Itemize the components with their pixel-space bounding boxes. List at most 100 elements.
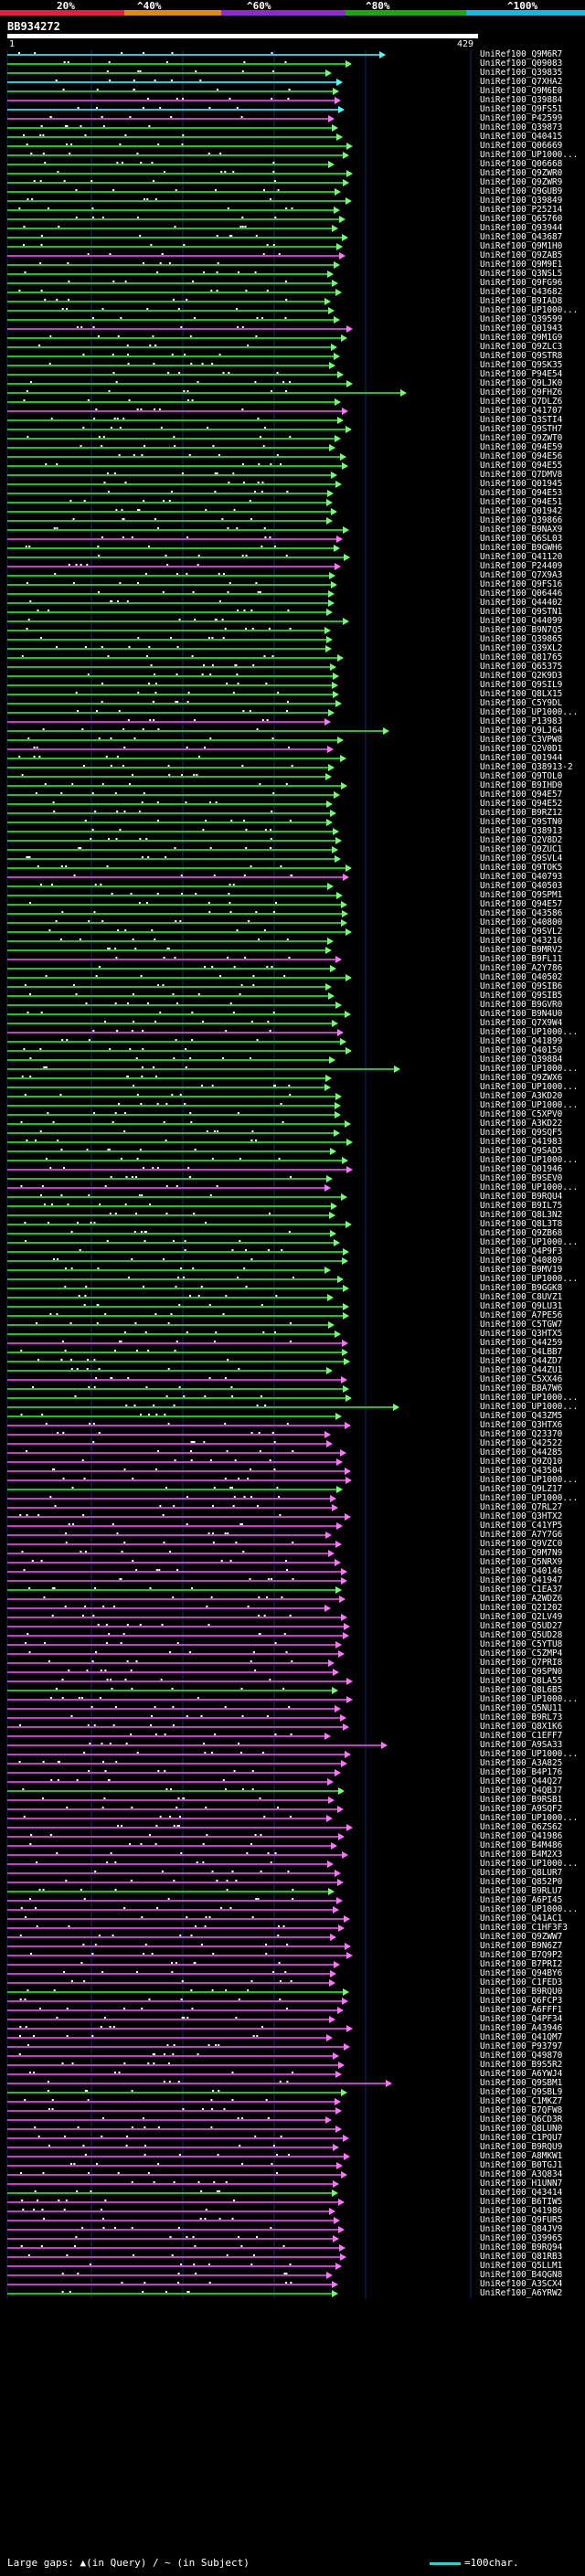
- hit-label[interactable]: UniRef100_Q8L3T8: [480, 1219, 563, 1229]
- hit-label[interactable]: UniRef100_Q44ZU1: [480, 1365, 563, 1375]
- hit-label[interactable]: UniRef100_Q39884: [480, 95, 563, 105]
- hit-label[interactable]: UniRef100_Q9LJK0: [480, 378, 563, 388]
- hit-label[interactable]: UniRef100_B9GGK8: [480, 1283, 563, 1293]
- hit-label[interactable]: UniRef100_Q9SPN0: [480, 1667, 563, 1677]
- hit-label[interactable]: UniRef100_Q43687: [480, 232, 563, 242]
- hit-label[interactable]: UniRef100_Q9SK35: [480, 360, 563, 370]
- hit-label[interactable]: UniRef100_Q9TOL0: [480, 771, 563, 781]
- hit-label[interactable]: UniRef100_Q5UD28: [480, 1630, 563, 1640]
- hit-label[interactable]: UniRef100_C1MKZ7: [480, 2096, 563, 2106]
- hit-label[interactable]: UniRef100_B9MV19: [480, 1265, 563, 1275]
- hit-label[interactable]: UniRef100_Q39965: [480, 2233, 563, 2243]
- hit-label[interactable]: UniRef100_Q94BY6: [480, 1968, 563, 1978]
- hit-label[interactable]: UniRef100_B9IHD0: [480, 780, 563, 790]
- hit-label[interactable]: UniRef100_Q38913-2: [480, 762, 573, 772]
- hit-label[interactable]: UniRef100_Q40415: [480, 132, 563, 142]
- hit-label[interactable]: UniRef100_B9FL11: [480, 954, 563, 964]
- hit-label[interactable]: UniRef100_UP1000...: [480, 1064, 579, 1074]
- hit-label[interactable]: UniRef100_A3SCX4: [480, 2279, 563, 2289]
- hit-label[interactable]: UniRef100_A6YWJ4: [480, 2069, 563, 2079]
- hit-label[interactable]: UniRef100_Q852P0: [480, 1877, 563, 1887]
- hit-label[interactable]: UniRef100_Q44285: [480, 1447, 563, 1458]
- hit-label[interactable]: UniRef100_A7Y7G6: [480, 1530, 563, 1540]
- hit-label[interactable]: UniRef100_B6TIW5: [480, 2197, 563, 2207]
- hit-label[interactable]: UniRef100_P24409: [480, 561, 563, 571]
- hit-label[interactable]: UniRef100_Q01946: [480, 1164, 563, 1174]
- hit-label[interactable]: UniRef100_Q65760: [480, 214, 563, 224]
- hit-label[interactable]: UniRef100_UP1000...: [480, 1274, 579, 1284]
- hit-label[interactable]: UniRef100_UP1000...: [480, 1082, 579, 1092]
- hit-label[interactable]: UniRef100_A6YRW2: [480, 2288, 563, 2298]
- hit-label[interactable]: UniRef100_Q43586: [480, 908, 563, 918]
- hit-label[interactable]: UniRef100_P42599: [480, 113, 563, 123]
- hit-label[interactable]: UniRef100_Q43ZM5: [480, 1411, 563, 1421]
- hit-label[interactable]: UniRef100_Q7X9W4: [480, 1018, 563, 1028]
- hit-label[interactable]: UniRef100_Q94E59: [480, 442, 563, 452]
- hit-label[interactable]: UniRef100_Q06668: [480, 159, 563, 169]
- hit-label[interactable]: UniRef100_Q9ZWT0: [480, 433, 563, 443]
- hit-label[interactable]: UniRef100_UP1000...: [480, 1182, 579, 1193]
- hit-label[interactable]: UniRef100_Q01945: [480, 479, 563, 489]
- hit-label[interactable]: UniRef100_Q3HTX6: [480, 1420, 563, 1430]
- hit-label[interactable]: UniRef100_Q9SBM1: [480, 2078, 563, 2088]
- hit-label[interactable]: UniRef100_Q01943: [480, 323, 563, 334]
- hit-label[interactable]: UniRef100_B9RL73: [480, 1712, 563, 1723]
- hit-label[interactable]: UniRef100_B9RQ94: [480, 2242, 563, 2253]
- hit-label[interactable]: UniRef100_C41YP5: [480, 1521, 563, 1531]
- hit-label[interactable]: UniRef100_Q43216: [480, 936, 563, 946]
- hit-label[interactable]: UniRef100_B9RSB1: [480, 1795, 563, 1805]
- hit-label[interactable]: UniRef100_Q40502: [480, 972, 563, 982]
- hit-label[interactable]: UniRef100_A3A825: [480, 1758, 563, 1768]
- hit-label[interactable]: UniRef100_Q2V0D1: [480, 744, 563, 754]
- hit-label[interactable]: UniRef100_UP1000...: [480, 1402, 579, 1412]
- hit-label[interactable]: UniRef100_Q9LU31: [480, 1301, 563, 1311]
- hit-label[interactable]: UniRef100_Q93944: [480, 223, 563, 233]
- hit-label[interactable]: UniRef100_Q06669: [480, 141, 563, 151]
- hit-label[interactable]: UniRef100_Q9TOK5: [480, 863, 563, 873]
- hit-label[interactable]: UniRef100_Q8L3N2: [480, 1210, 563, 1220]
- hit-label[interactable]: UniRef100_Q8LA55: [480, 1676, 563, 1686]
- hit-label[interactable]: UniRef100_Q6ZS62: [480, 1822, 563, 1832]
- hit-label[interactable]: UniRef100_B9S5R2: [480, 2060, 563, 2070]
- hit-label[interactable]: UniRef100_Q41120: [480, 552, 563, 562]
- hit-label[interactable]: UniRef100_Q4LBB7: [480, 1347, 563, 1357]
- hit-label[interactable]: UniRef100_Q43682: [480, 287, 563, 297]
- hit-label[interactable]: UniRef100_Q44Q27: [480, 1776, 563, 1786]
- hit-label[interactable]: UniRef100_B4QGN8: [480, 2270, 563, 2280]
- hit-label[interactable]: UniRef100_P94E54: [480, 369, 563, 379]
- hit-label[interactable]: UniRef100_B0TGJ1: [480, 2160, 563, 2170]
- hit-label[interactable]: UniRef100_C8UVZ1: [480, 1292, 563, 1302]
- hit-label[interactable]: UniRef100_Q4PF34: [480, 2014, 563, 2024]
- hit-label[interactable]: UniRef100_Q3HTX2: [480, 1511, 563, 1521]
- hit-label[interactable]: UniRef100_Q2LV49: [480, 1612, 563, 1622]
- hit-label[interactable]: UniRef100_C1PQU7: [480, 2133, 563, 2143]
- hit-label[interactable]: UniRef100_A9SQF2: [480, 1804, 563, 1814]
- hit-label[interactable]: UniRef100_Q9M9E1: [480, 260, 563, 270]
- hit-label[interactable]: UniRef100_A9SA33: [480, 1740, 563, 1750]
- hit-label[interactable]: UniRef100_B4M486: [480, 1840, 563, 1850]
- hit-label[interactable]: UniRef100_C1HF3F3: [480, 1923, 568, 1933]
- hit-label[interactable]: UniRef100_C5ZMP4: [480, 1648, 563, 1659]
- hit-label[interactable]: UniRef100_Q81RB3: [480, 2252, 563, 2262]
- hit-label[interactable]: UniRef100_UP1000...: [480, 1904, 579, 1914]
- hit-label[interactable]: UniRef100_Q39866: [480, 515, 563, 525]
- hit-label[interactable]: UniRef100_Q8L6B5: [480, 1685, 563, 1695]
- hit-label[interactable]: UniRef100_Q5NRX9: [480, 1557, 563, 1567]
- hit-label[interactable]: UniRef100_Q9SPM1: [480, 890, 563, 900]
- hit-label[interactable]: UniRef100_B9RLU7: [480, 1886, 563, 1896]
- hit-label[interactable]: UniRef100_Q7RL27: [480, 1502, 563, 1512]
- hit-label[interactable]: UniRef100_UP1000...: [480, 1100, 579, 1110]
- hit-label[interactable]: UniRef100_A43946: [480, 2023, 563, 2033]
- hit-label[interactable]: UniRef100_Q9LJ64: [480, 726, 563, 736]
- hit-label[interactable]: UniRef100_Q2V8D2: [480, 835, 563, 845]
- hit-label[interactable]: UniRef100_B9IL75: [480, 1201, 563, 1211]
- hit-label[interactable]: UniRef100_Q39865: [480, 634, 563, 644]
- hit-label[interactable]: UniRef100_Q9SQF5: [480, 1128, 563, 1138]
- hit-label[interactable]: UniRef100_Q9STN1: [480, 607, 563, 617]
- hit-label[interactable]: UniRef100_Q40793: [480, 872, 563, 882]
- hit-label[interactable]: UniRef100_Q01942: [480, 506, 563, 516]
- hit-label[interactable]: UniRef100_B7PRI2: [480, 1959, 563, 1969]
- hit-label[interactable]: UniRef100_Q7DMV8: [480, 470, 563, 480]
- hit-label[interactable]: UniRef100_Q9ZWR0: [480, 168, 563, 178]
- hit-label[interactable]: UniRef100_Q9ZWX6: [480, 1073, 563, 1083]
